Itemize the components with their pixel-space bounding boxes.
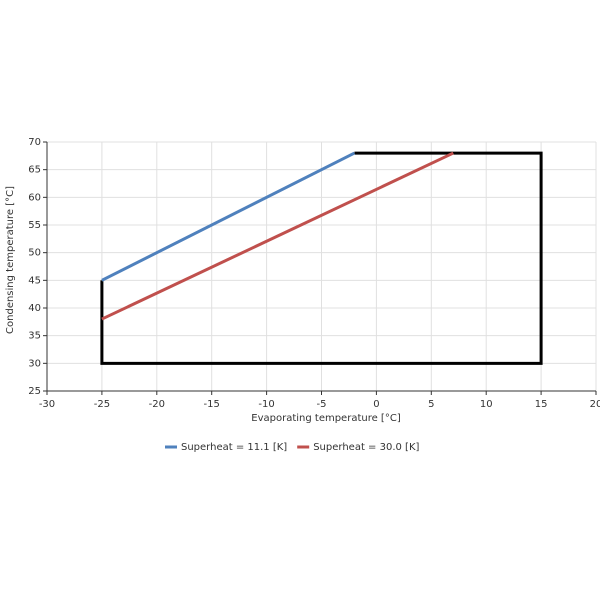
- x-tick-label: 15: [535, 399, 548, 410]
- x-tick-label: 20: [590, 399, 600, 410]
- series-line: [101, 151, 356, 282]
- x-tick-label: -5: [317, 399, 327, 410]
- y-tick-label: 25: [28, 386, 41, 397]
- y-tick-label: 55: [28, 220, 41, 231]
- x-tick-label: 5: [428, 399, 434, 410]
- x-tick-label: -30: [39, 399, 55, 410]
- x-tick-label: -25: [94, 399, 110, 410]
- x-tick-label: 0: [373, 399, 379, 410]
- y-tick-label: 45: [28, 275, 41, 286]
- y-tick-label: 50: [28, 248, 41, 259]
- y-tick-label: 40: [28, 303, 41, 314]
- y-axis-title: Condensing temperature [°C]: [5, 186, 16, 334]
- y-tick-label: 60: [28, 192, 41, 203]
- y-tick-label: 65: [28, 165, 41, 176]
- legend-label: Superheat = 30.0 [K]: [313, 442, 419, 453]
- legend-label: Superheat = 11.1 [K]: [181, 442, 287, 453]
- x-tick-label: 10: [480, 399, 493, 410]
- y-tick-label: 70: [28, 137, 41, 148]
- x-tick-label: -15: [204, 399, 220, 410]
- x-axis-title: Evaporating temperature [°C]: [251, 413, 401, 424]
- y-tick-label: 35: [28, 331, 41, 342]
- x-tick-label: -10: [258, 399, 274, 410]
- x-tick-label: -20: [149, 399, 165, 410]
- y-tick-label: 30: [28, 358, 41, 369]
- series-line: [101, 151, 454, 321]
- series-line: [100, 151, 543, 365]
